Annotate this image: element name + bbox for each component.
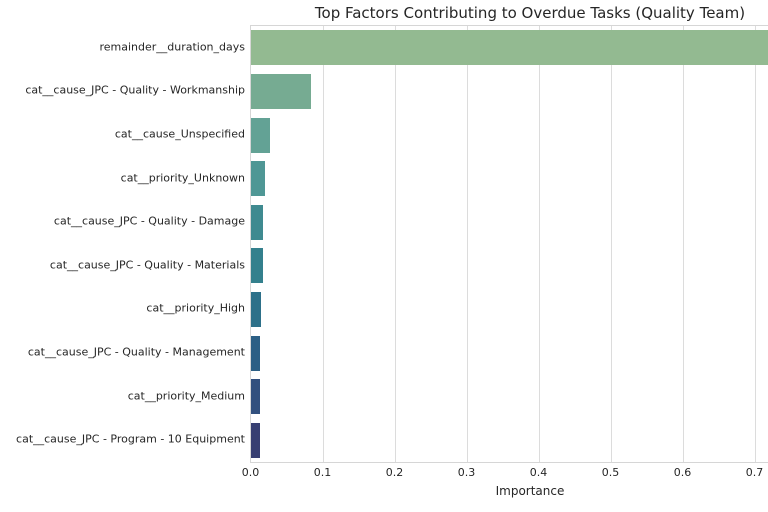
bar [251, 117, 270, 153]
y-tick-label: remainder__duration_days [99, 40, 245, 54]
bar [251, 379, 260, 415]
y-tick-label: cat__cause_Unspecified [114, 127, 245, 141]
x-tick-label: 0.3 [457, 466, 476, 479]
y-tick-label: cat__cause_JPC - Quality - Workmanship [25, 83, 245, 97]
bar [251, 291, 262, 327]
bar [251, 248, 263, 284]
chart-title: Top Factors Contributing to Overdue Task… [314, 4, 746, 22]
x-tick-label: 0.0 [241, 466, 260, 479]
gridline-0.3 [467, 26, 468, 462]
y-tick-label: cat__cause_JPC - Quality - Materials [49, 258, 245, 272]
bar [251, 335, 261, 371]
bar [251, 73, 312, 109]
x-tick-label: 0.5 [601, 466, 620, 479]
x-tick-label: 0.1 [313, 466, 332, 479]
y-tick-label: cat__priority_Unknown [120, 171, 245, 185]
gridline-0.7 [755, 26, 756, 462]
bar [251, 204, 263, 240]
gridline-0.4 [539, 26, 540, 462]
x-tick-label: 0.2 [385, 466, 404, 479]
bar [251, 422, 260, 458]
gridline-0.1 [323, 26, 324, 462]
y-tick-label: cat__cause_JPC - Program - 10 Equipment [16, 432, 245, 446]
y-tick-label: cat__cause_JPC - Quality - Damage [53, 214, 245, 228]
plot-area [250, 25, 768, 463]
gridline-0.6 [683, 26, 684, 462]
bar [251, 161, 265, 197]
bar [251, 30, 768, 66]
x-axis-label: Importance [495, 484, 565, 498]
gridline-0.2 [395, 26, 396, 462]
y-tick-label: cat__cause_JPC - Quality - Management [27, 345, 245, 359]
x-tick-label: 0.7 [745, 466, 764, 479]
x-tick-label: 0.4 [529, 466, 548, 479]
y-tick-label: cat__priority_Medium [127, 389, 245, 403]
gridline-0.5 [611, 26, 612, 462]
y-tick-label: cat__priority_High [146, 301, 245, 315]
x-tick-label: 0.6 [673, 466, 692, 479]
